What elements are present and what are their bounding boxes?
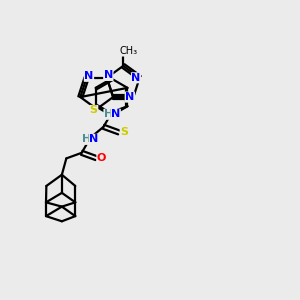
Text: H: H [104, 109, 113, 119]
Text: S: S [90, 106, 98, 116]
Text: N: N [125, 92, 134, 102]
Text: H: H [82, 134, 92, 144]
Text: N: N [131, 73, 141, 83]
Text: N: N [84, 71, 94, 81]
Text: N: N [89, 134, 98, 144]
Text: CH₃: CH₃ [119, 46, 138, 56]
Text: N: N [111, 109, 120, 119]
Text: O: O [97, 153, 106, 163]
Text: N: N [104, 70, 113, 80]
Text: S: S [120, 128, 128, 137]
